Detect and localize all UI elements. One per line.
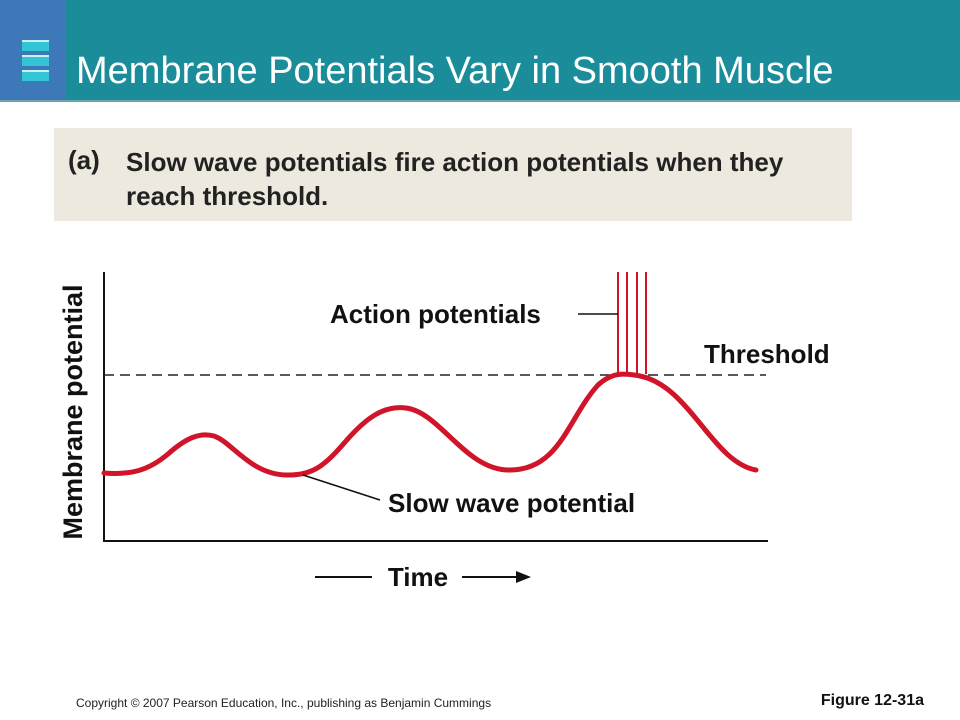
logo-bar (22, 55, 49, 66)
action-potentials-label: Action potentials (330, 299, 541, 329)
caption-letter: (a) (68, 145, 100, 175)
slide-header: Membrane Potentials Vary in Smooth Muscl… (0, 0, 960, 100)
logo-bar (22, 70, 49, 81)
caption-rest: fire action potentials when they reach t… (126, 147, 784, 211)
slow-wave-label: Slow wave potential (388, 488, 635, 518)
slow-wave-leader (302, 474, 381, 501)
logo-bar (22, 40, 49, 51)
figure-label: Figure 12-31a (820, 692, 924, 709)
copyright-text: Copyright © 2007 Pearson Education, Inc.… (76, 696, 492, 710)
slide-title: Membrane Potentials Vary in Smooth Muscl… (76, 50, 834, 92)
x-axis-label: Time (388, 562, 448, 592)
caption-box: (a) Slow wave potentials fire action pot… (54, 128, 852, 221)
y-axis-label: Membrane potential (58, 284, 88, 539)
logo-icon (0, 0, 66, 100)
caption-text: Slow wave potentials fire action potenti… (126, 145, 836, 213)
caption-bold: Slow wave potentials (126, 147, 388, 177)
header-divider (0, 100, 960, 102)
arrow-right-icon (516, 571, 531, 583)
threshold-label: Threshold (704, 339, 830, 369)
slow-wave-curve (101, 371, 759, 478)
action-potential-spikes (617, 272, 647, 374)
